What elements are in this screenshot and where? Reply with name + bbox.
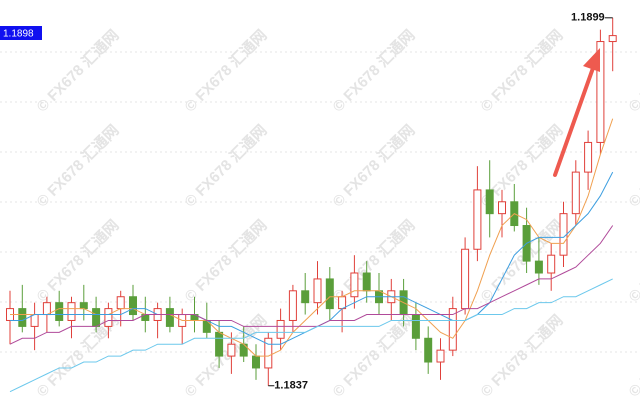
high-label: 1.1899 (571, 12, 605, 24)
watermark: © FX678 汇通网 (626, 27, 640, 116)
candle-body (30, 314, 39, 327)
candle-body (252, 355, 260, 369)
candle-body (436, 349, 445, 363)
candle-body (485, 189, 494, 215)
watermarks: © FX678 汇通网 © FX678 汇通网 © FX678 汇通网 © FX678… (34, 27, 640, 400)
candle-body (264, 337, 273, 369)
watermark: © FX678 汇通网 (34, 27, 123, 116)
candle-body (584, 141, 593, 173)
watermark: © FX678 汇通网 (182, 122, 271, 211)
candle-body (116, 296, 125, 310)
candle-body (129, 296, 137, 316)
candle-body (18, 308, 27, 327)
candle-body (165, 308, 174, 327)
candle-body (104, 308, 113, 327)
watermark: © FX678 汇通网 (626, 122, 640, 211)
watermark: © FX678 汇通网 (478, 27, 567, 116)
candle-body (227, 343, 236, 357)
watermark: © FX678 汇通网 (34, 122, 123, 211)
candle-body (448, 308, 457, 351)
moving-average (9, 278, 613, 393)
price-box (0, 26, 42, 40)
arrow (553, 48, 600, 177)
candle-body (350, 272, 359, 298)
candle-body (473, 189, 482, 250)
watermark: © FX678 汇通网 (182, 217, 271, 306)
watermark: © FX678 汇通网 (478, 312, 567, 400)
candle-body (547, 254, 556, 274)
candle-body (424, 337, 433, 363)
candle-body (534, 260, 543, 274)
candle-body (461, 248, 470, 310)
watermark: © FX678 汇通网 (626, 217, 640, 306)
candle-body (571, 171, 580, 215)
moving-average (9, 225, 614, 345)
candle-body (411, 314, 420, 339)
last-price-label: 1.1898 (3, 29, 34, 40)
candle-body (276, 319, 285, 339)
candle-body (288, 290, 297, 321)
watermark: © FX678 汇通网 (34, 217, 123, 306)
candle-body (362, 272, 371, 292)
candle-body (301, 290, 310, 304)
candle-body (313, 278, 322, 304)
candle-body (215, 331, 224, 357)
watermark: © FX678 汇通网 (330, 122, 419, 211)
candle-body (79, 302, 88, 310)
candle-body (596, 41, 605, 143)
candle-body (55, 302, 64, 321)
watermark: © FX678 汇通网 (330, 312, 419, 400)
candle-body (325, 278, 334, 310)
watermark: © FX678 汇通网 (626, 312, 640, 400)
candle-body (42, 302, 51, 316)
candle-body (338, 296, 347, 310)
candle-body (67, 302, 76, 321)
candle-body (498, 201, 506, 215)
low-label: 1.1837 (274, 380, 308, 392)
marks (6, 17, 617, 393)
moving-average (10, 118, 614, 357)
candle-body (92, 308, 101, 327)
candle-body (608, 35, 617, 43)
